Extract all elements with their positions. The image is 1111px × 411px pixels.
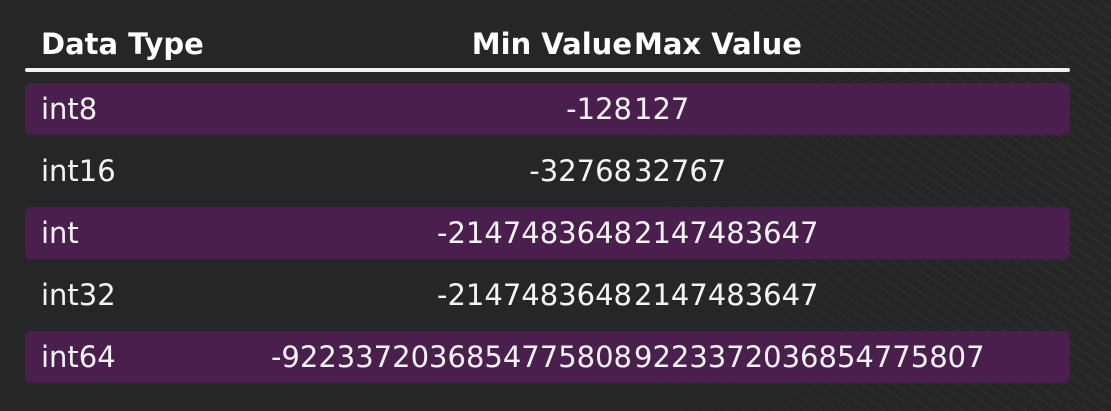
data-type-cell: int8: [41, 92, 98, 126]
header-divider: [25, 68, 1070, 72]
table-row: int32 -2147483648 2147483647: [25, 269, 1070, 321]
table-row: int64 -9223372036854775808 9223372036854…: [25, 331, 1070, 383]
min-value-cell: -128: [566, 92, 632, 126]
min-value-cell: -32768: [529, 154, 632, 188]
max-value-cell: 2147483647: [634, 216, 819, 250]
data-type-cell: int32: [41, 278, 116, 312]
min-value-cell: -9223372036854775808: [270, 340, 632, 374]
integer-range-table: Data Type Min Value Max Value int8 -128 …: [25, 20, 1070, 383]
table-row: int8 -128 127: [25, 83, 1070, 135]
max-value-cell: 32767: [634, 154, 727, 188]
data-type-cell: int16: [41, 154, 116, 188]
max-value-cell: 2147483647: [634, 278, 819, 312]
max-value-cell: 127: [634, 92, 690, 126]
table-row: int -2147483648 2147483647: [25, 207, 1070, 259]
data-type-cell: int64: [41, 340, 116, 374]
table-body: int8 -128 127 int16 -32768 32767 int -21…: [25, 83, 1070, 393]
max-value-cell: 9223372036854775807: [634, 340, 985, 374]
table-row: int16 -32768 32767: [25, 145, 1070, 197]
min-value-cell: -2147483648: [437, 216, 632, 250]
data-type-cell: int: [41, 216, 79, 250]
header-data-type: Data Type: [41, 27, 204, 61]
header-max-value: Max Value: [634, 27, 802, 61]
table-header: Data Type Min Value Max Value: [25, 20, 1070, 68]
min-value-cell: -2147483648: [437, 278, 632, 312]
header-min-value: Min Value: [471, 27, 632, 61]
